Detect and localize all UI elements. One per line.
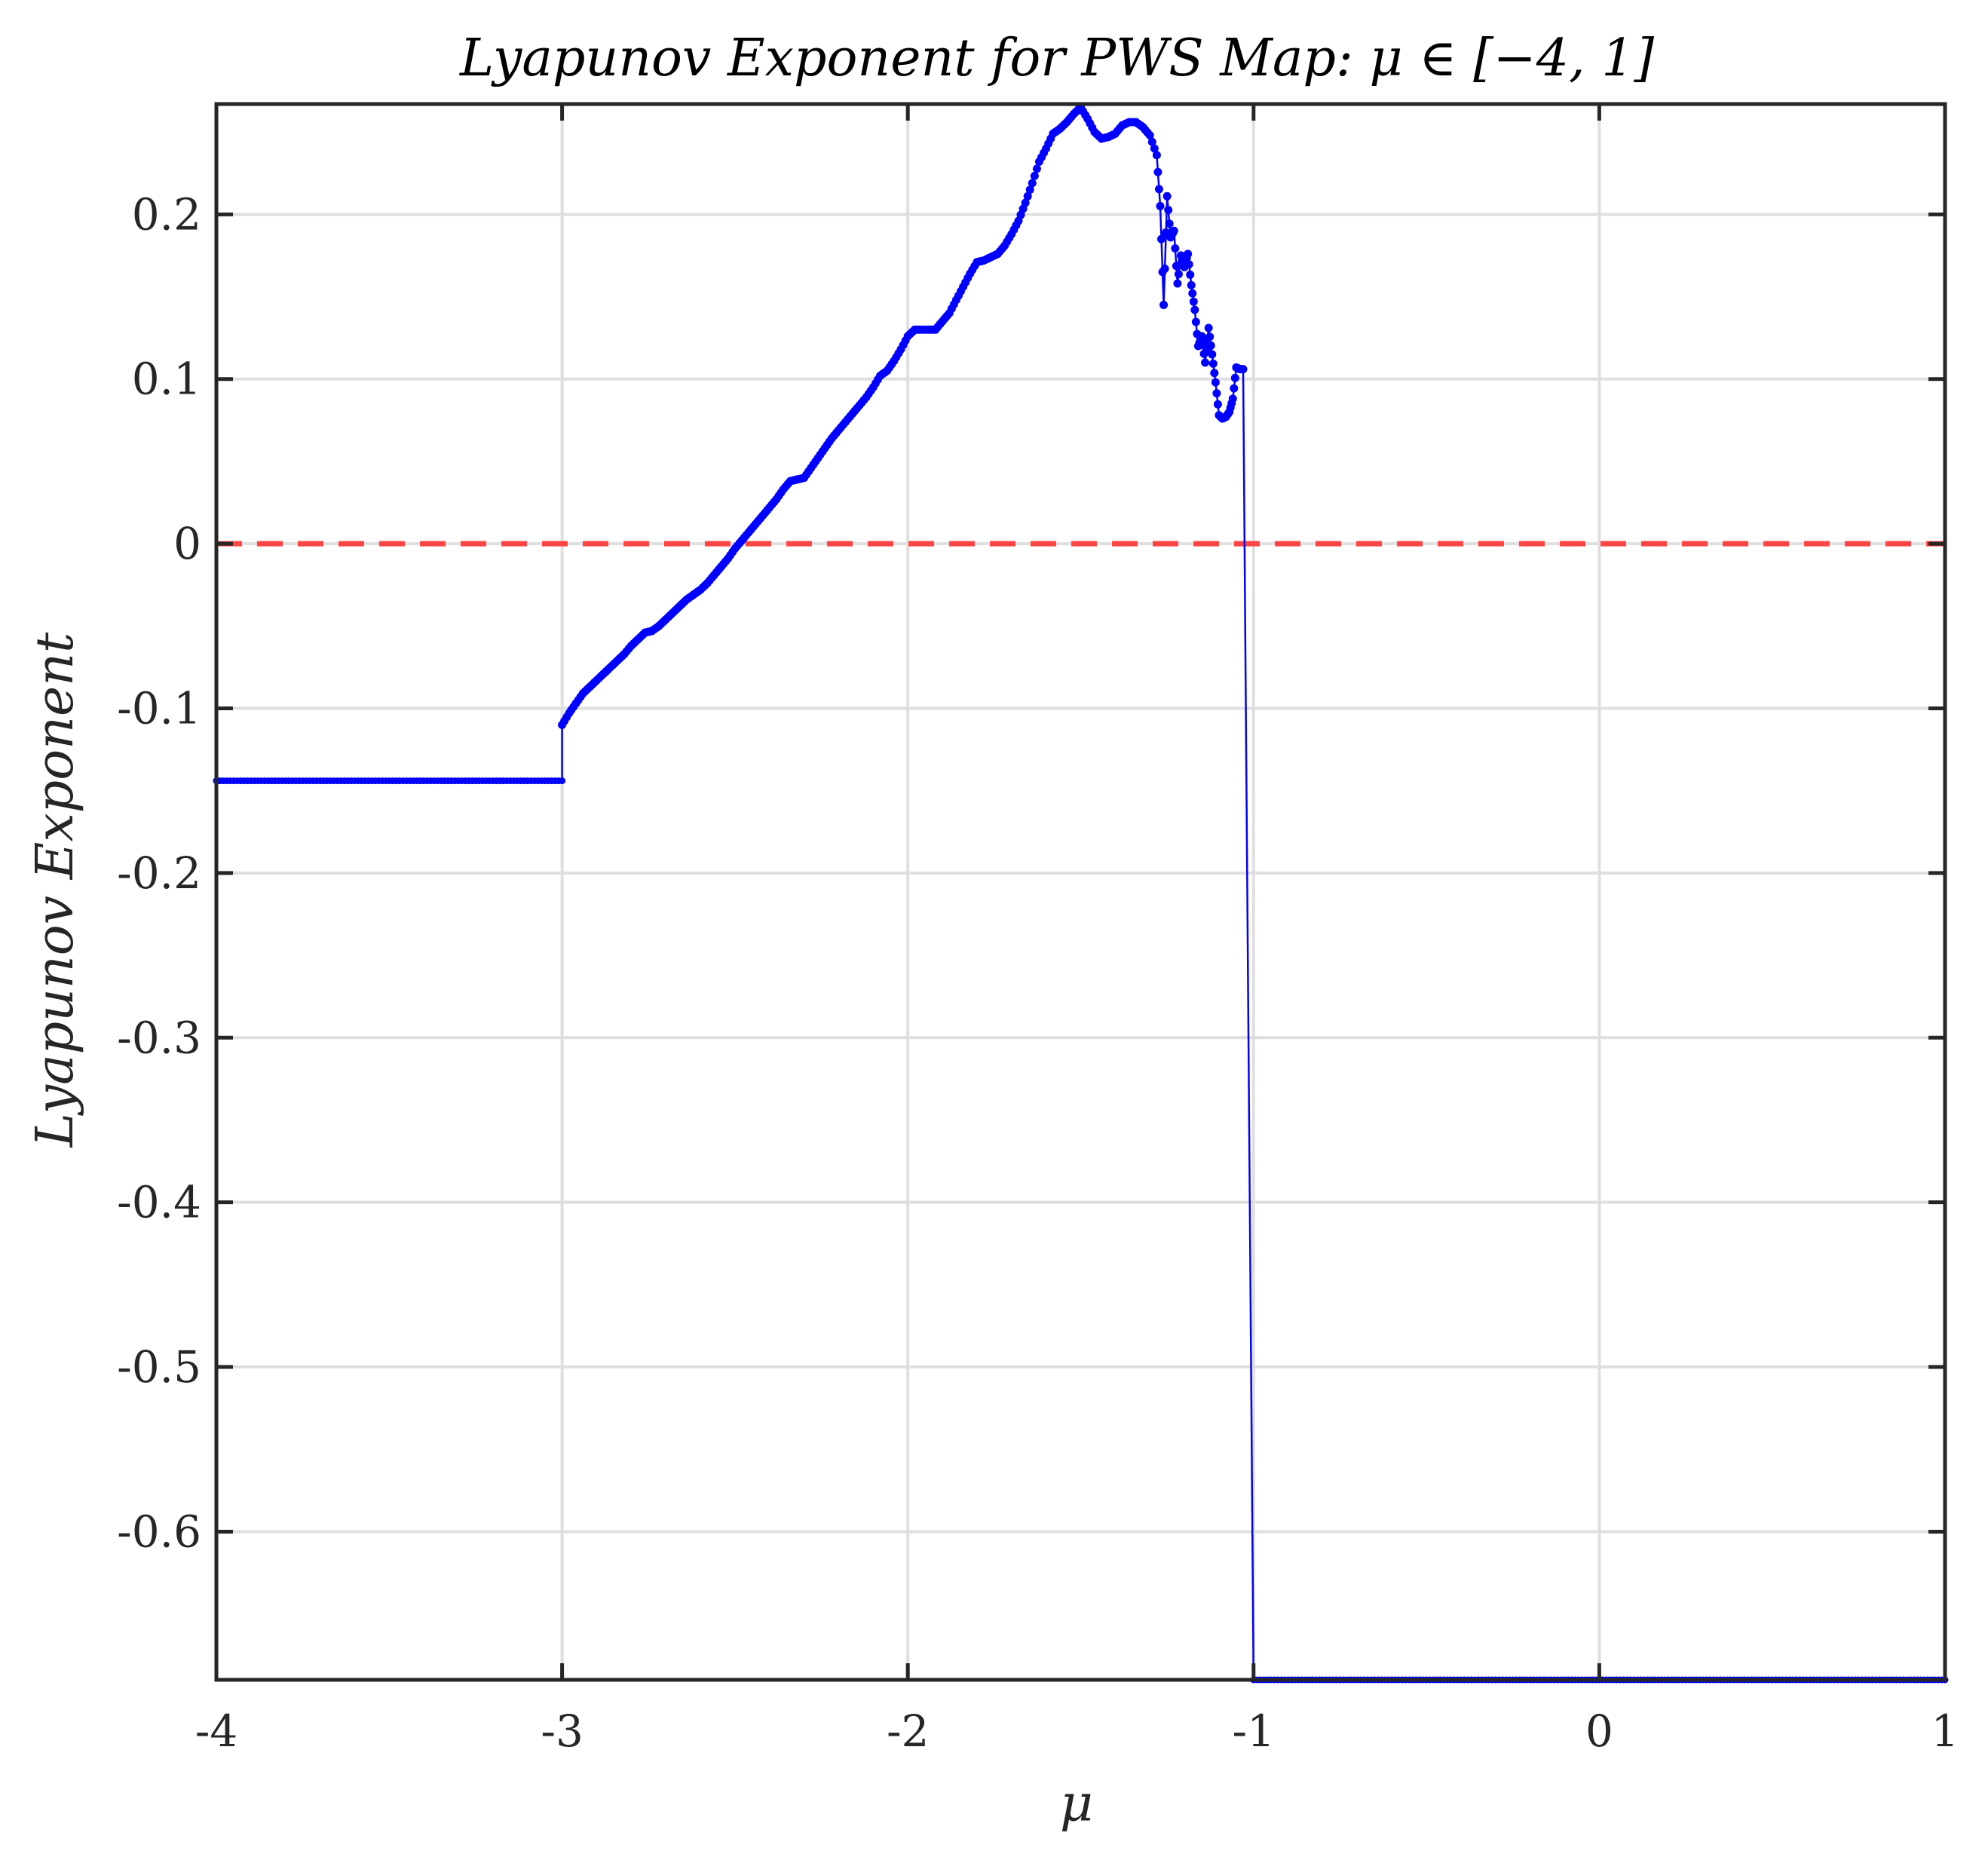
- x-tick-label: -4: [195, 1705, 238, 1757]
- data-point: [559, 777, 566, 785]
- chart-title: Lyapunov Exponent for PWS Map: μ ∈ [−4, …: [458, 29, 1655, 88]
- x-tick-label: 1: [1931, 1705, 1959, 1757]
- data-point: [1162, 192, 1172, 201]
- y-tick-label: 0.2: [132, 188, 201, 240]
- y-tick-label: -0.5: [117, 1341, 201, 1393]
- y-tick-label: -0.2: [117, 847, 201, 899]
- data-point: [1186, 270, 1195, 279]
- data-point: [1171, 244, 1180, 253]
- data-point: [1230, 373, 1239, 382]
- data-point: [1212, 389, 1221, 398]
- data-point: [1160, 264, 1169, 273]
- data-point: [1228, 394, 1237, 403]
- data-point: [1152, 151, 1161, 160]
- data-point: [1206, 341, 1215, 350]
- data-point: [1165, 219, 1174, 228]
- axis-ticks: [214, 104, 1947, 1680]
- x-axis-label: μ: [1060, 1774, 1093, 1834]
- x-tick-labels: -4 -3 -2 -1 0 1: [195, 1705, 1959, 1757]
- data-point: [1156, 201, 1165, 210]
- data-point: [1230, 384, 1239, 393]
- data-point: [1187, 280, 1196, 290]
- data-point: [1021, 198, 1030, 207]
- y-axis-label: Lyapunov Exponent: [26, 632, 85, 1148]
- data-point: [1030, 171, 1039, 180]
- data-point: [1199, 341, 1208, 350]
- data-point: [1028, 179, 1037, 188]
- y-tick-label: 0: [173, 518, 201, 569]
- data-point: [1210, 369, 1219, 378]
- data-point: [1150, 144, 1159, 153]
- data-point: [1023, 192, 1032, 201]
- data-point: [1204, 323, 1213, 333]
- x-tick-label: 0: [1585, 1705, 1613, 1757]
- data-point: [1032, 164, 1041, 173]
- data-point: [1159, 300, 1169, 309]
- y-tick-label: -0.3: [117, 1012, 201, 1063]
- data-point: [1184, 260, 1193, 269]
- data-point: [1154, 185, 1163, 194]
- x-tick-label: -1: [1233, 1705, 1276, 1757]
- data-point: [1190, 305, 1199, 314]
- data-point: [1147, 137, 1156, 146]
- data-point: [1205, 333, 1215, 342]
- y-tick-label: 0.1: [132, 354, 201, 405]
- data-point: [1184, 250, 1193, 259]
- data-point: [1145, 130, 1154, 139]
- data-point: [1157, 234, 1166, 244]
- data-point: [1213, 400, 1222, 409]
- data-point: [1169, 226, 1178, 235]
- data-point: [1239, 365, 1248, 374]
- data-point: [1208, 359, 1218, 368]
- plot-frame: [214, 102, 1947, 1682]
- data-point: [1173, 279, 1182, 288]
- data-point: [1025, 185, 1034, 195]
- x-tick-label: -3: [541, 1705, 584, 1757]
- data-point: [1211, 378, 1220, 387]
- x-tick-label: -2: [887, 1705, 930, 1757]
- data-point: [1201, 358, 1210, 367]
- data-point: [1189, 297, 1198, 306]
- data-point: [1188, 289, 1197, 298]
- data-point: [1191, 317, 1200, 326]
- data-point: [1174, 270, 1183, 279]
- y-tick-labels: 0.2 0.1 0 -0.1 -0.2 -0.3 -0.4 -0.5 -0.6: [117, 188, 201, 1557]
- y-tick-label: -0.1: [117, 682, 201, 734]
- data-point: [1208, 350, 1217, 359]
- data-point: [1153, 167, 1162, 176]
- y-tick-label: -0.6: [117, 1506, 201, 1557]
- data-point: [1164, 205, 1173, 214]
- y-tick-label: -0.4: [117, 1177, 201, 1228]
